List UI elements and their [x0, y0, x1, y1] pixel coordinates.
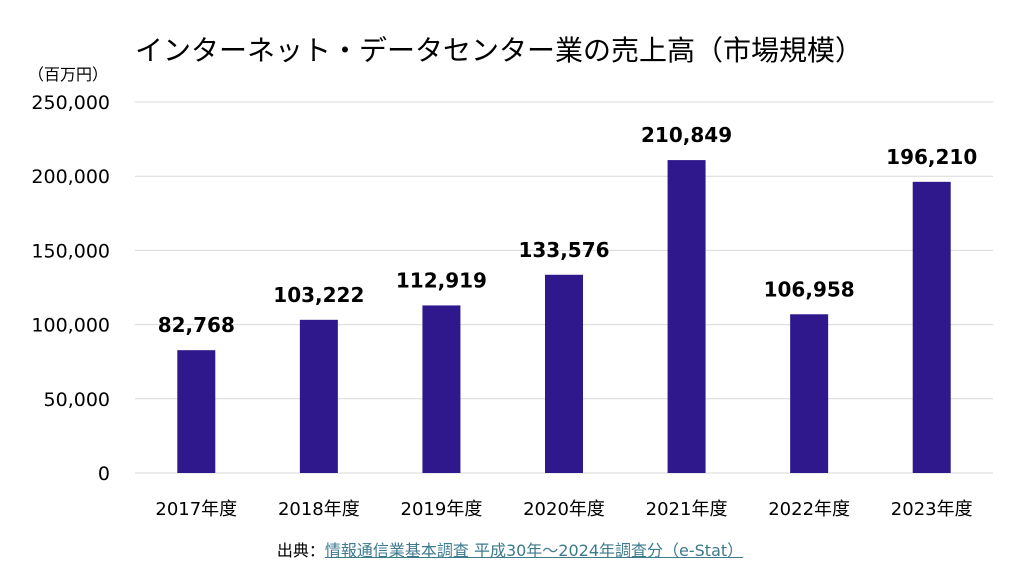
x-tick-label: 2017年度: [155, 499, 237, 520]
data-label: 112,919: [396, 268, 487, 292]
data-label: 133,576: [518, 238, 609, 262]
bar: [177, 350, 216, 473]
x-tick-label: 2022年度: [768, 499, 850, 520]
x-tick-label: 2021年度: [646, 499, 728, 520]
y-axis-unit-label: （百万円）: [28, 65, 108, 84]
bar: [912, 181, 951, 474]
source-note: 出典：情報通信業基本調査 平成30年〜2024年調査分（e-Stat）: [0, 537, 1020, 561]
bar: [667, 160, 706, 473]
y-tick-label: 50,000: [44, 389, 110, 411]
bar: [790, 314, 829, 473]
y-tick-label: 200,000: [31, 166, 110, 188]
data-label: 196,210: [886, 145, 977, 169]
x-tick-label: 2023年度: [891, 499, 973, 520]
y-tick-label: 100,000: [31, 315, 110, 337]
bar: [545, 274, 583, 473]
y-tick-label: 150,000: [31, 240, 110, 262]
y-tick-label: 250,000: [31, 92, 110, 114]
bar: [422, 305, 461, 473]
x-tick-label: 2020年度: [523, 499, 605, 520]
data-label: 210,849: [641, 123, 732, 147]
bar: [299, 319, 338, 473]
bar-chart: インターネット・データセンター業の売上高（市場規模） （百万円） 0 50,000…: [28, 34, 993, 520]
x-tick-label: 2018年度: [278, 499, 360, 520]
chart-title: インターネット・データセンター業の売上高（市場規模）: [135, 34, 863, 67]
source-link[interactable]: 情報通信業基本調査 平成30年〜2024年調査分（e-Stat）: [324, 541, 744, 560]
data-label: 106,958: [764, 277, 855, 301]
data-label: 82,768: [158, 313, 235, 337]
x-tick-label: 2019年度: [401, 499, 483, 520]
y-tick-label: 0: [98, 463, 110, 485]
data-label: 103,222: [273, 283, 364, 307]
source-prefix: 出典：: [276, 541, 325, 560]
